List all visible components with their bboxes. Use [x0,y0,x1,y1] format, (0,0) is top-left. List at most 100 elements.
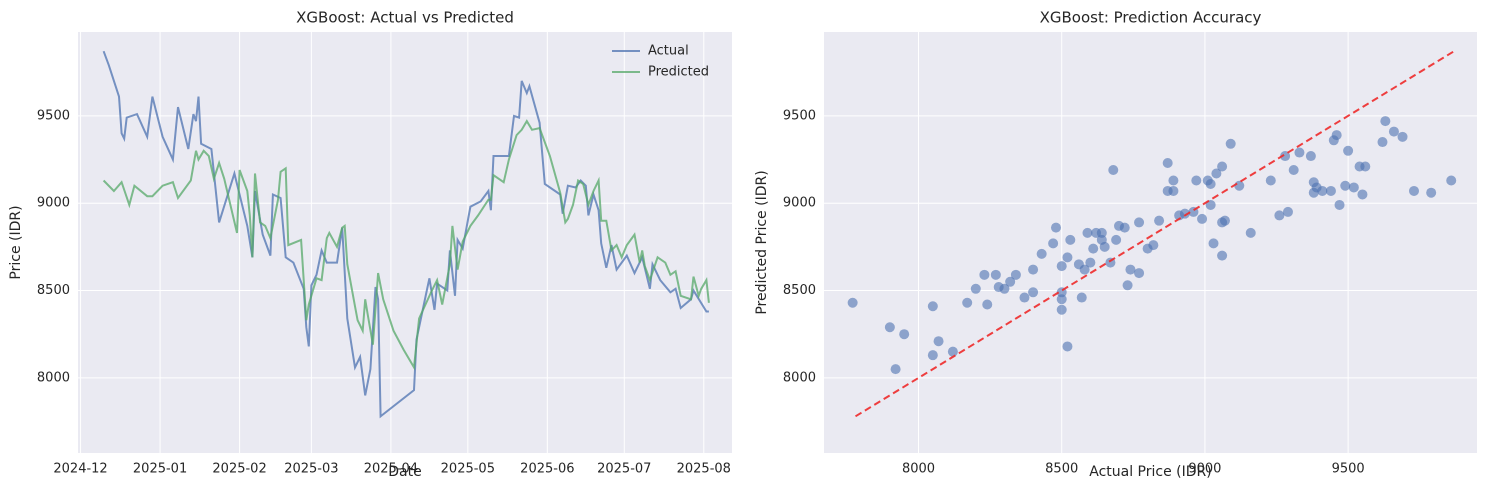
scatter-point [1062,341,1073,352]
scatter-point [1340,180,1351,191]
scatter-point [927,301,938,312]
scatter-point [1357,189,1368,200]
x-axis-label: Actual Price (IDR) [1089,464,1211,480]
scatter-point [1148,240,1159,251]
scatter-point [1446,175,1457,186]
scatter-point [1099,241,1110,252]
scatter-point [1280,151,1291,162]
y-tick-label: 8000 [783,370,816,385]
scatter-point [1050,222,1061,233]
scatter-point [1217,161,1228,172]
scatter-point [1065,234,1076,245]
scatter-point [1122,280,1133,291]
scatter-point [1377,137,1388,148]
scatter-point [1343,145,1354,156]
scatter-point [1265,175,1276,186]
scatter-point [890,364,901,375]
scatter-point [1088,243,1099,254]
scatter-point [1217,250,1228,261]
scatter-point [1211,168,1222,179]
y-axis-label: Price (IDR) [8,205,24,279]
scatter-point [1197,213,1208,224]
y-tick-label: 8000 [37,370,70,385]
scatter-point [990,269,1001,280]
chart-title: XGBoost: Prediction Accuracy [1040,9,1262,27]
y-tick-label: 8500 [37,283,70,298]
scatter-point [1082,227,1093,238]
scatter-point [1028,287,1039,298]
scatter-point [1168,185,1179,196]
scatter-point [1048,238,1059,249]
scatter-point [1334,199,1345,210]
scatter-point [1125,264,1136,275]
scatter-point [1096,227,1107,238]
scatter-point [1380,116,1391,127]
scatter-point [1076,292,1087,303]
scatter-point [1191,175,1202,186]
scatter-point [1168,175,1179,186]
y-tick-label: 8500 [783,283,816,298]
scatter-point [970,283,981,294]
scatter-point [1388,126,1399,137]
scatter-point [982,299,993,310]
scatter-point [1079,264,1090,275]
scatter-point [1325,185,1336,196]
scatter-point [1305,151,1316,162]
chart-title: XGBoost: Actual vs Predicted [296,9,514,27]
scatter-point [1397,131,1408,142]
scatter-point [1245,227,1256,238]
scatter-point [1062,252,1073,263]
scatter-point [1331,130,1342,141]
x-tick-label: 2025-04 [364,462,418,477]
y-tick-label: 9500 [37,108,70,123]
scatter-point [1111,234,1122,245]
scatter-point [1005,276,1016,287]
scatter-point [1028,264,1039,275]
scatter-point [899,329,910,340]
scatter-point [962,297,973,308]
x-tick-label: 2025-08 [677,462,731,477]
scatter-point [1085,257,1096,268]
scatter-point [847,297,858,308]
x-tick-label: 2025-03 [284,462,338,477]
scatter-point [1010,269,1021,280]
y-tick-label: 9000 [783,196,816,211]
x-tick-label: 8500 [1045,462,1078,477]
series-line [102,119,710,371]
scatter-point [1108,165,1119,176]
scatter-point [1426,187,1437,198]
scatter-point [999,283,1010,294]
legend-label: Actual [648,44,689,59]
x-tick-label: 2025-07 [597,462,651,477]
scatter-point [933,336,944,347]
scatter-point [1056,261,1067,272]
scatter-point [1408,185,1419,196]
x-tick-label: 2025-01 [133,462,187,477]
y-axis-label: Predicted Price (IDR) [754,170,770,314]
scatter-point [1134,268,1145,279]
series-line [102,50,709,419]
scatter-point [979,269,990,280]
scatter-point [1288,165,1299,176]
x-tick-label: 8000 [902,462,935,477]
scatter-point [1119,222,1130,233]
x-axis-label: Date [388,464,421,480]
scatter-point [1154,215,1165,226]
x-tick-label: 2025-05 [441,462,495,477]
scatter-point [927,350,938,361]
scatter-point [1179,208,1190,219]
x-tick-label: 9000 [1188,462,1221,477]
x-tick-label: 2025-06 [520,462,574,477]
reference-line [854,50,1455,418]
scatter-point [947,346,958,357]
scatter-point [1019,292,1030,303]
scatter-point [1274,210,1285,221]
scatter-point [1282,206,1293,217]
scatter-point [1205,178,1216,189]
scatter-point [1208,238,1219,249]
scatter-point [1056,294,1067,305]
x-tick-label: 2025-02 [212,462,266,477]
legend-label: Predicted [648,65,709,80]
scatter-point [1056,304,1067,315]
